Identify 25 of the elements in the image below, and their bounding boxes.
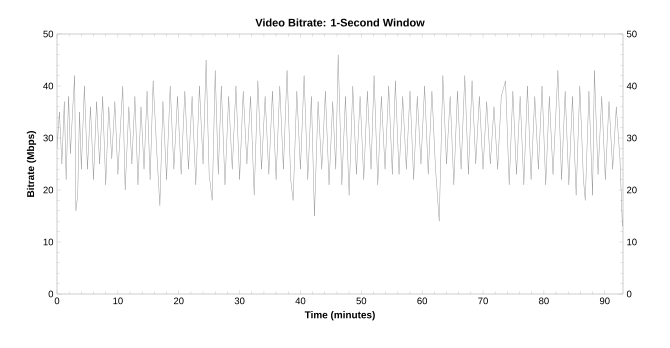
chart-title: Video Bitrate: 1-Second Window xyxy=(255,18,425,27)
y2-tick-label: 20 xyxy=(626,186,637,194)
x-axis-title: Time (minutes) xyxy=(304,311,375,320)
y2-tick-label: 30 xyxy=(626,134,637,142)
y-tick-label: 40 xyxy=(43,82,54,90)
y2-tick-label: 0 xyxy=(626,290,632,298)
x-tick-label: 10 xyxy=(113,298,123,304)
y-tick-label: 20 xyxy=(43,186,54,194)
y-tick-label: 10 xyxy=(44,238,54,246)
x-tick-label: 60 xyxy=(417,298,428,304)
y-axis-title: Bitrate (Mbps) xyxy=(26,131,36,197)
y-tick-label: 30 xyxy=(43,134,54,142)
x-tick-label: 80 xyxy=(539,298,549,304)
x-tick-label: 30 xyxy=(234,298,244,304)
x-tick-label: 70 xyxy=(478,298,488,304)
y-tick-label: 0 xyxy=(48,290,54,298)
x-tick-label: 50 xyxy=(356,298,366,304)
x-tick-label: 0 xyxy=(54,298,60,304)
y2-tick-label: 50 xyxy=(626,30,637,38)
x-tick-label: 90 xyxy=(600,298,610,304)
x-tick-label: 40 xyxy=(295,298,306,304)
y2-tick-label: 40 xyxy=(626,82,637,90)
y2-tick-label: 10 xyxy=(627,238,637,246)
x-tick-label: 20 xyxy=(174,298,184,304)
y-tick-label: 50 xyxy=(43,30,54,38)
